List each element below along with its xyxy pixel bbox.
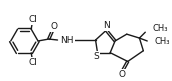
Text: Cl: Cl	[29, 58, 38, 67]
Text: N: N	[103, 21, 110, 30]
Text: S: S	[94, 52, 99, 61]
Text: Cl: Cl	[29, 15, 38, 24]
Text: CH₃: CH₃	[154, 38, 170, 46]
Text: NH: NH	[60, 35, 74, 45]
Text: O: O	[118, 70, 125, 79]
Text: CH₃: CH₃	[152, 24, 168, 33]
Text: O: O	[50, 22, 57, 31]
